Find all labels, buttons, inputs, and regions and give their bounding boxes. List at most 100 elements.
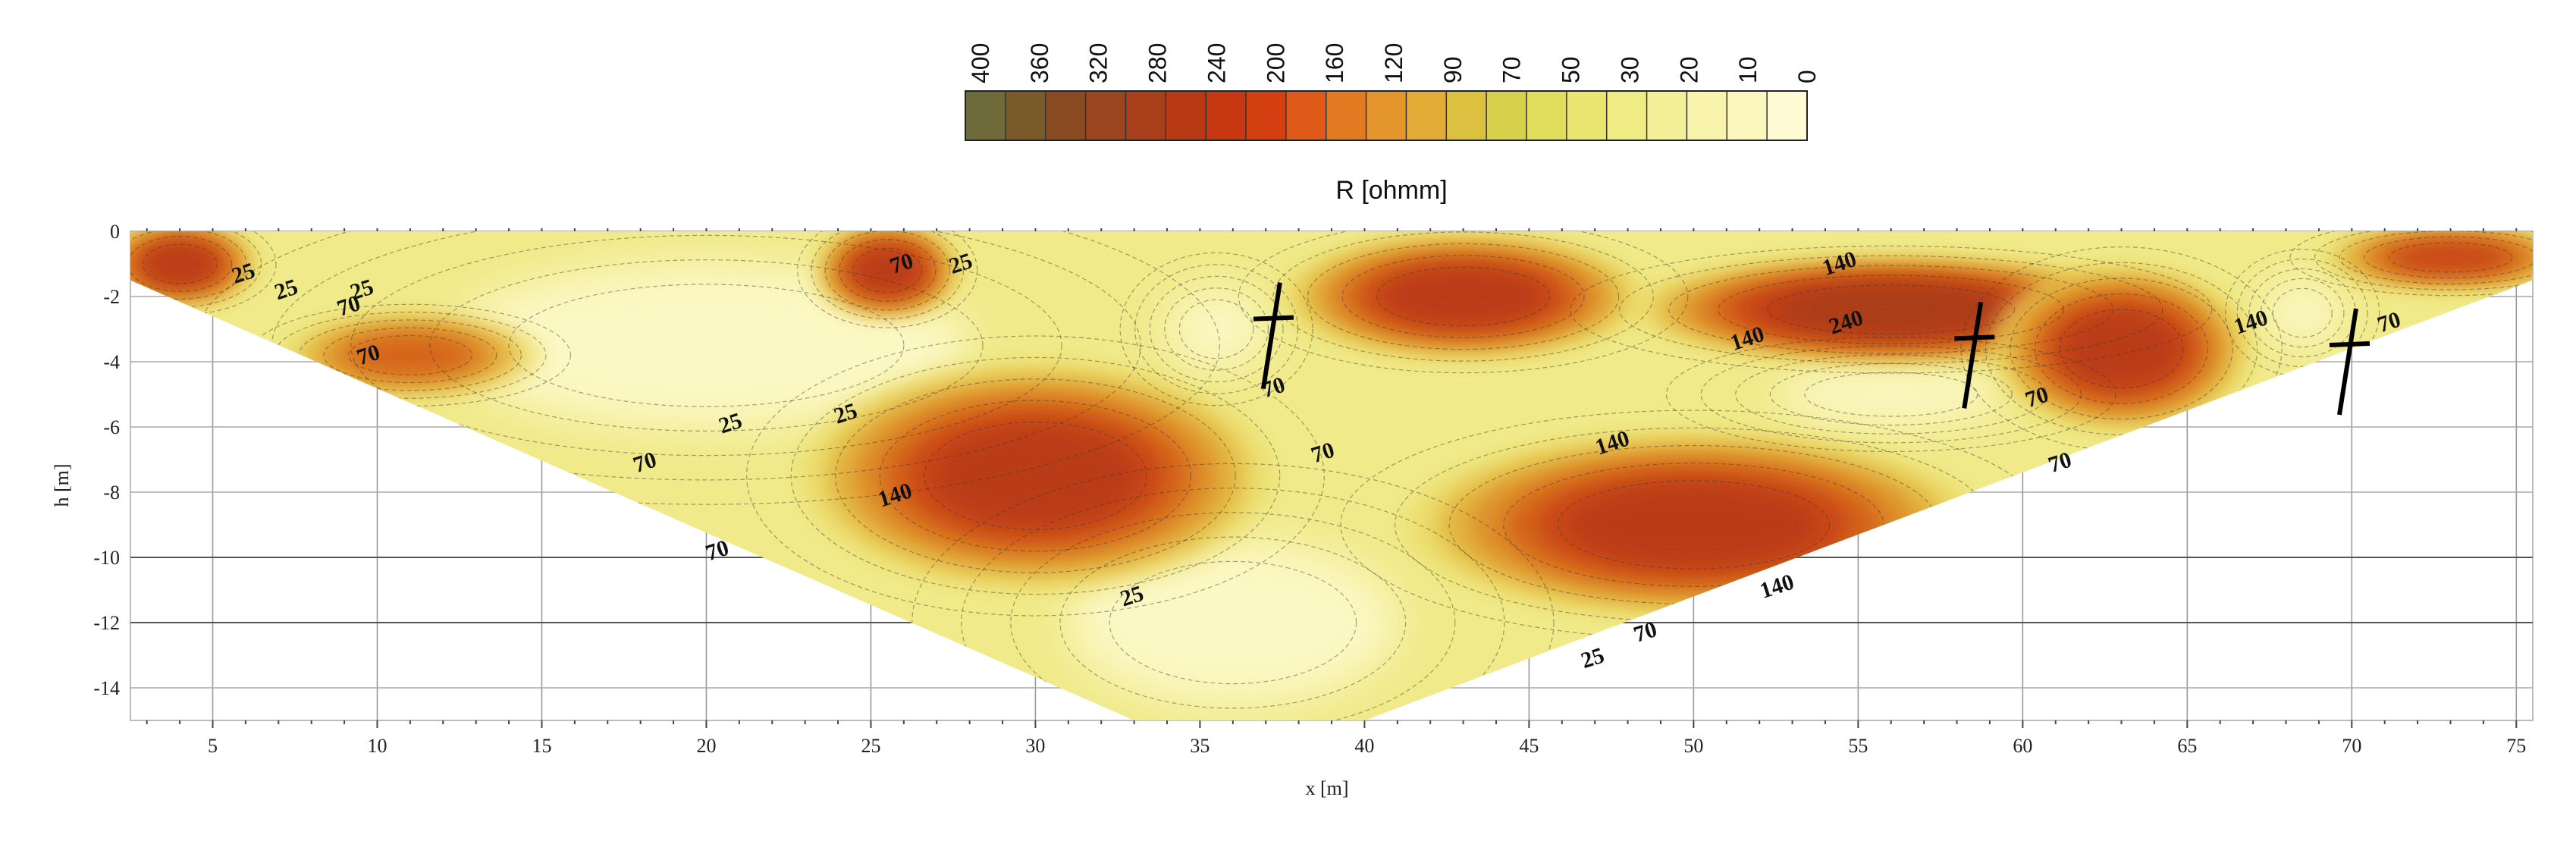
low-zone [1068, 541, 1398, 704]
isoline [1164, 287, 1269, 371]
colorbar-swatch [1686, 91, 1727, 140]
isoline [1503, 463, 1884, 587]
anomaly-band [855, 250, 919, 291]
isoline [130, 231, 247, 300]
colorbar-tick-label: 0 [1793, 70, 1821, 83]
colorbar-tick-label: 200 [1262, 43, 1289, 83]
anomaly-band [1570, 485, 1818, 565]
isoline [797, 231, 978, 328]
colorbar-tick-label: 90 [1439, 56, 1467, 83]
colorbar-swatch [1085, 91, 1126, 140]
colorbar-swatch [1526, 91, 1567, 140]
isoline [1149, 275, 1284, 383]
x-tick-label: 70 [2342, 735, 2361, 757]
colorbar-swatch [1326, 91, 1367, 140]
cross-marker [1954, 301, 1995, 409]
colorbar-border [965, 90, 1808, 141]
colorbar-tick-label: 50 [1558, 56, 1585, 83]
colorbar-tick-label: 70 [1498, 56, 1526, 83]
isoline [2363, 236, 2533, 279]
x-axis-title: x [m] [1305, 777, 1348, 799]
colorbar-swatch [1606, 91, 1648, 140]
x-tick-label: 30 [1025, 735, 1045, 757]
y-tick-label: -10 [93, 547, 120, 569]
isoline [1804, 372, 1978, 417]
colorbar-swatch [1285, 91, 1327, 140]
x-tick-label: 25 [861, 735, 880, 757]
colorbar-swatch [1166, 91, 1206, 140]
y-tick-label: -12 [93, 612, 120, 634]
high-resistivity-anomalies [130, 231, 2533, 619]
isoline [1238, 231, 1689, 374]
cross-marker [2329, 308, 2370, 416]
isoline [1557, 480, 1830, 570]
colorbar-tick-label: 280 [1144, 43, 1172, 83]
isoline [1570, 245, 2213, 374]
anomaly-band [1384, 269, 1542, 324]
y-tick-label: -14 [93, 677, 120, 699]
isoline [1109, 560, 1357, 685]
isoline [1010, 512, 1456, 720]
isoline [2236, 258, 2368, 368]
isoline [350, 234, 1062, 457]
y-tick-label: -4 [103, 351, 120, 373]
isoline [2010, 278, 2233, 420]
colorbar-title: R [ohmm] [1335, 176, 1447, 205]
anomaly-band [2065, 312, 2178, 384]
colorbar-swatch [1005, 91, 1046, 140]
colorbar-swatch [1646, 91, 1687, 140]
isoline [1376, 266, 1551, 327]
isoline [1985, 262, 2258, 435]
x-tick-label: 60 [2013, 735, 2032, 757]
colorbar-swatch [1045, 91, 1087, 140]
anomaly-band [933, 426, 1137, 526]
colorbar-tick-label: 400 [967, 43, 994, 83]
x-tick-label: 10 [367, 735, 387, 757]
y-tick-label: -6 [103, 416, 120, 438]
isoline [2339, 231, 2533, 284]
isoline [746, 335, 1325, 617]
isoline [1767, 284, 2016, 335]
anomaly-band [2391, 243, 2510, 271]
colorbar-swatch [1727, 91, 1768, 140]
colorbar-swatch [1246, 91, 1287, 140]
cross-marker [1253, 282, 1294, 390]
isoline [508, 284, 905, 407]
isoline [2035, 293, 2209, 404]
isoline [1718, 275, 2065, 344]
x-tick-label: 40 [1354, 735, 1374, 757]
low-zone [1167, 290, 1266, 369]
contour-label: 140 [1757, 570, 1797, 604]
colorbar-tick-label: 30 [1616, 56, 1643, 83]
x-tick-label: 20 [696, 735, 716, 757]
colorbar-swatch [1446, 91, 1487, 140]
isoline [811, 231, 964, 320]
colorbar-tick-label: 10 [1734, 56, 1762, 83]
resistivity-section [130, 231, 2533, 720]
isoline [2289, 231, 2533, 297]
isoline [790, 356, 1281, 595]
isoline [1059, 536, 1407, 709]
x-tick-label: 5 [208, 735, 218, 757]
isoline [130, 236, 233, 292]
isoline [1341, 255, 1585, 338]
colorbar-swatch [1206, 91, 1247, 140]
isoline [911, 463, 1555, 720]
isoline [1700, 345, 2082, 444]
colorbar-swatch [965, 91, 1006, 140]
x-tick-label: 35 [1190, 735, 1210, 757]
isoline [2260, 278, 2345, 348]
isoline [824, 231, 950, 311]
x-tick-label: 50 [1683, 735, 1703, 757]
isoline [961, 488, 1505, 720]
isoline [1178, 299, 1254, 359]
colorbar-tick-label: 320 [1085, 43, 1112, 83]
isoline [142, 243, 218, 284]
x-tick-label: 65 [2177, 735, 2197, 757]
colorbar-tick-label: 240 [1203, 43, 1230, 83]
x-tick-label: 75 [2506, 735, 2526, 757]
isoline [1119, 252, 1313, 406]
isoline [323, 327, 497, 384]
colorbar-tick-label: 160 [1321, 43, 1348, 83]
